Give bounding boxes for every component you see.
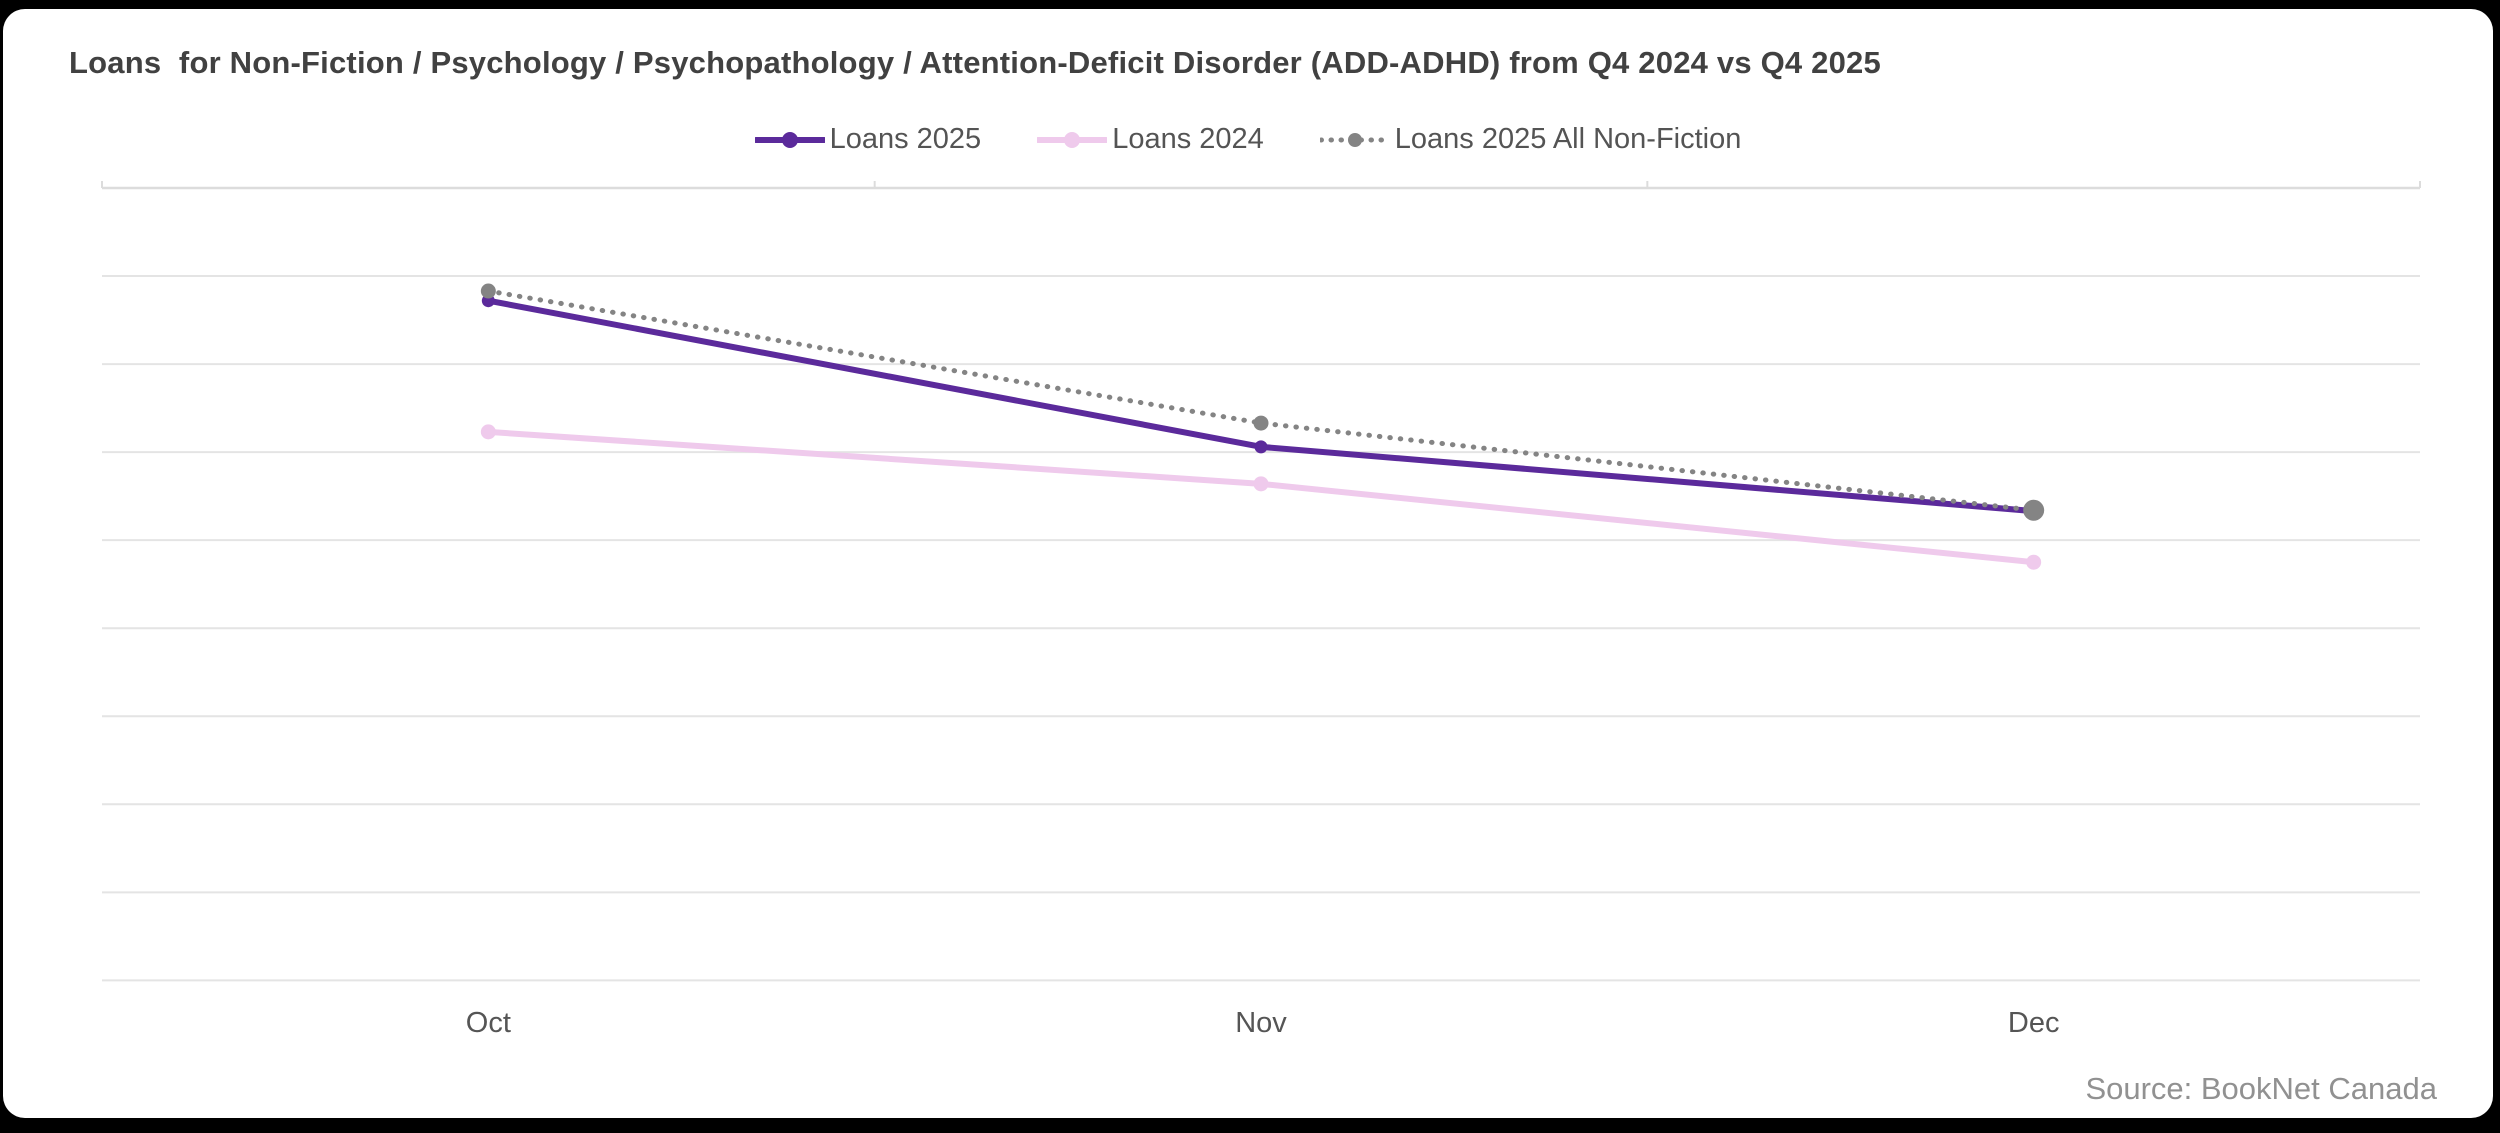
data-point-loans-2025-all-non-fiction <box>480 283 496 299</box>
legend-item-label: Loans 2025 All Non-Fiction <box>1394 123 1742 155</box>
x-axis-label-oct: Oct <box>466 1007 511 1039</box>
legend-marker-icon <box>1319 132 1390 147</box>
data-point-loans-2025-all-non-fiction <box>1253 415 1269 431</box>
chart-legend: Loans 2025 Loans 2024 Loans 2025 All Non-F… <box>3 123 2493 156</box>
chart-card: Loans for Non-Fiction / Psychology / Psy… <box>3 9 2493 1118</box>
legend-item-loans-2025[interactable]: Loans 2025 <box>754 123 982 156</box>
x-axis-label-dec: Dec <box>2008 1007 2060 1039</box>
legend-item-label: Loans 2025 <box>829 123 982 155</box>
series-line-loans-2025-all-non-fiction <box>485 288 2037 513</box>
data-point-loans-2025-all-non-fiction <box>2023 499 2045 521</box>
line-chart: Oct Nov Dec <box>101 181 2421 1039</box>
legend-item-label: Loans 2024 <box>1112 123 1264 155</box>
chart-title: Loans for Non-Fiction / Psychology / Psy… <box>69 45 1881 80</box>
legend-item-loans-2024[interactable]: Loans 2024 <box>1037 123 1264 156</box>
data-point-loans-2025 <box>1254 440 1268 454</box>
data-point-loans-2024 <box>2026 554 2042 570</box>
legend-marker-icon <box>754 131 825 148</box>
x-axis-label-nov: Nov <box>1235 1007 1287 1039</box>
legend-item-loans-2025-all-non-fiction[interactable]: Loans 2025 All Non-Fiction <box>1319 123 1742 156</box>
data-point-loans-2024 <box>480 424 496 440</box>
legend-marker-icon <box>1037 131 1108 148</box>
source-label: Source: BookNet Canada <box>2085 1071 2437 1106</box>
data-point-loans-2024 <box>1253 476 1269 492</box>
